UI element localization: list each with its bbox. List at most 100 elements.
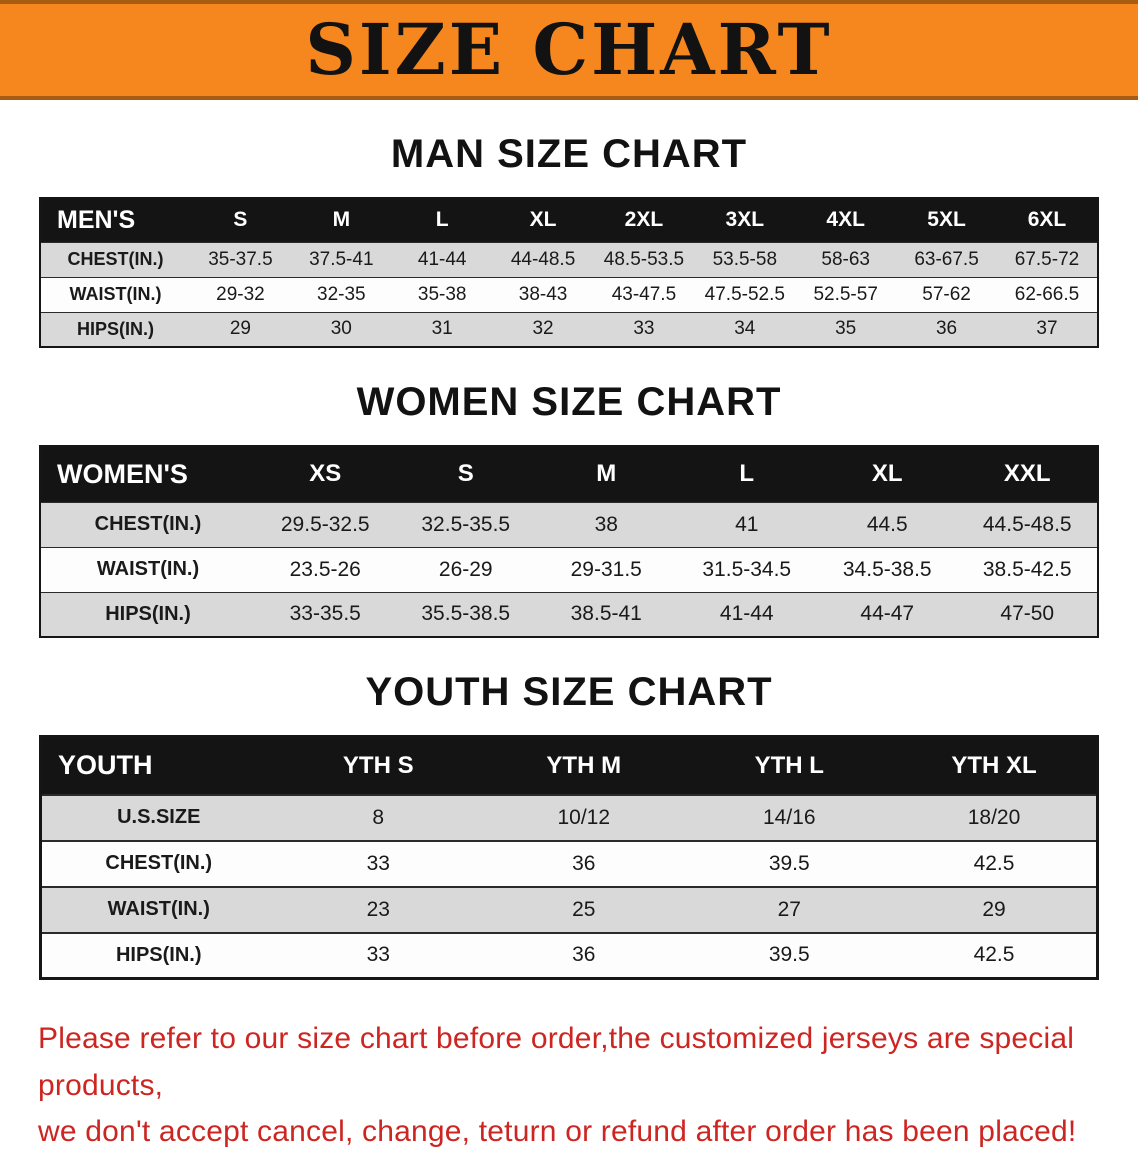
size-value-cell: 42.5 xyxy=(892,931,1098,979)
size-value-cell: 38.5-42.5 xyxy=(957,546,1098,592)
table-row: CHEST(IN.) 35-37.5 37.5-41 41-44 44-48.5 48.5… xyxy=(40,241,1098,277)
size-value-cell: 35 xyxy=(795,311,897,347)
size-value-cell: 44.5-48.5 xyxy=(957,501,1098,547)
size-value-cell: 27 xyxy=(686,885,892,933)
men-section-heading: MAN SIZE CHART xyxy=(390,132,748,176)
footer-note-line1: Please refer to our size chart before or… xyxy=(38,1022,1075,1102)
size-value-cell: 38-43 xyxy=(492,276,594,312)
size-value-cell: 35.5-38.5 xyxy=(395,591,536,637)
size-column-header: 4XL xyxy=(795,198,897,242)
size-value-cell: 52.5-57 xyxy=(795,276,897,312)
size-value-cell: 33 xyxy=(275,839,481,887)
table-row: HIPS(IN.) 29 30 31 32 33 34 35 36 37 xyxy=(40,311,1098,347)
size-value-cell: 36 xyxy=(481,931,687,979)
size-value-cell: 39.5 xyxy=(686,839,892,887)
footer-note: Please refer to our size chart before or… xyxy=(38,1016,1100,1156)
size-value-cell: 23.5-26 xyxy=(255,546,396,592)
measurement-label: HIPS(IN.) xyxy=(40,311,190,347)
measurement-label: HIPS(IN.) xyxy=(40,931,276,979)
table-row: WAIST(IN.) 23.5-26 26-29 29-31.5 31.5-34.5 34… xyxy=(40,546,1098,592)
size-value-cell: 41-44 xyxy=(676,591,817,637)
size-value-cell: 26-29 xyxy=(395,546,536,592)
size-value-cell: 30 xyxy=(290,311,392,347)
size-value-cell: 29-31.5 xyxy=(536,546,677,592)
size-value-cell: 57-62 xyxy=(896,276,997,312)
size-column-header: XL xyxy=(817,446,958,502)
size-value-cell: 43-47.5 xyxy=(593,276,695,312)
size-value-cell: 33 xyxy=(593,311,695,347)
size-value-cell: 37 xyxy=(997,311,1098,347)
banner: SIZE CHART xyxy=(0,0,1138,100)
size-value-cell: 47-50 xyxy=(957,591,1098,637)
table-header-row: YOUTH YTH S YTH M YTH L YTH XL xyxy=(40,736,1098,795)
size-column-header: L xyxy=(391,198,493,242)
size-column-header: L xyxy=(676,446,817,502)
size-column-header: YTH S xyxy=(275,736,481,795)
size-value-cell: 8 xyxy=(275,793,481,841)
size-value-cell: 23 xyxy=(275,885,481,933)
women-size-table: WOMEN'S XS S M L XL XXL CHEST(IN.) 29.5-32.5 32.5… xyxy=(39,445,1099,638)
page-title: SIZE CHART xyxy=(305,8,833,91)
size-column-header: XL xyxy=(492,198,594,242)
size-value-cell: 38 xyxy=(536,501,677,547)
size-value-cell: 42.5 xyxy=(892,839,1098,887)
youth-section-heading: YOUTH SIZE CHART xyxy=(365,670,773,714)
size-column-header: 6XL xyxy=(997,198,1098,242)
size-value-cell: 39.5 xyxy=(686,931,892,979)
size-value-cell: 62-66.5 xyxy=(997,276,1098,312)
size-value-cell: 10/12 xyxy=(481,793,687,841)
size-value-cell: 44-48.5 xyxy=(492,241,594,277)
table-row: U.S.SIZE 8 10/12 14/16 18/20 xyxy=(40,793,1098,841)
size-value-cell: 34 xyxy=(694,311,796,347)
size-value-cell: 32-35 xyxy=(290,276,392,312)
size-value-cell: 38.5-41 xyxy=(536,591,677,637)
size-column-header: S xyxy=(395,446,536,502)
size-value-cell: 48.5-53.5 xyxy=(593,241,695,277)
size-column-header: YTH M xyxy=(481,736,687,795)
table-row: HIPS(IN.) 33 36 39.5 42.5 xyxy=(40,931,1098,979)
size-column-header: 2XL xyxy=(593,198,695,242)
women-size-section: WOMEN SIZE CHART WOMEN'S XS S M L XL XXL CHEST(… xyxy=(0,380,1138,638)
measurement-label: WAIST(IN.) xyxy=(40,276,190,312)
youth-size-table: YOUTH YTH S YTH M YTH L YTH XL U.S.SIZE 8 10/12… xyxy=(39,735,1099,980)
measurement-label: WAIST(IN.) xyxy=(40,546,255,592)
size-column-header: 5XL xyxy=(896,198,997,242)
table-row: WAIST(IN.) 29-32 32-35 35-38 38-43 43-47.5 47.… xyxy=(40,276,1098,312)
size-column-header: YTH L xyxy=(686,736,892,795)
size-column-header: M xyxy=(536,446,677,502)
size-value-cell: 14/16 xyxy=(686,793,892,841)
size-value-cell: 33-35.5 xyxy=(255,591,396,637)
size-column-header: 3XL xyxy=(694,198,796,242)
size-value-cell: 44.5 xyxy=(817,501,958,547)
size-value-cell: 34.5-38.5 xyxy=(817,546,958,592)
size-value-cell: 41 xyxy=(676,501,817,547)
measurement-label: HIPS(IN.) xyxy=(40,591,255,637)
size-value-cell: 31 xyxy=(391,311,493,347)
size-value-cell: 32 xyxy=(492,311,594,347)
size-value-cell: 25 xyxy=(481,885,687,933)
size-value-cell: 29 xyxy=(892,885,1098,933)
size-value-cell: 36 xyxy=(896,311,997,347)
size-value-cell: 36 xyxy=(481,839,687,887)
size-value-cell: 35-38 xyxy=(391,276,493,312)
size-value-cell: 33 xyxy=(275,931,481,979)
measurement-label: WAIST(IN.) xyxy=(40,885,276,933)
size-column-header: XS xyxy=(255,446,396,502)
table-corner-label: MEN'S xyxy=(40,198,190,242)
size-value-cell: 31.5-34.5 xyxy=(676,546,817,592)
size-value-cell: 32.5-35.5 xyxy=(395,501,536,547)
measurement-label: U.S.SIZE xyxy=(40,793,276,841)
youth-size-section: YOUTH SIZE CHART YOUTH YTH S YTH M YTH L YTH… xyxy=(0,670,1138,980)
size-value-cell: 63-67.5 xyxy=(896,241,997,277)
measurement-label: CHEST(IN.) xyxy=(40,839,276,887)
size-value-cell: 37.5-41 xyxy=(290,241,392,277)
size-column-header: XXL xyxy=(957,446,1098,502)
footer-note-line2: we don't accept cancel, change, teturn o… xyxy=(38,1115,1077,1148)
size-value-cell: 53.5-58 xyxy=(694,241,796,277)
size-value-cell: 29 xyxy=(190,311,291,347)
table-row: WAIST(IN.) 23 25 27 29 xyxy=(40,885,1098,933)
table-row: HIPS(IN.) 33-35.5 35.5-38.5 38.5-41 41-44 44-… xyxy=(40,591,1098,637)
size-value-cell: 18/20 xyxy=(892,793,1098,841)
size-value-cell: 29-32 xyxy=(190,276,291,312)
size-value-cell: 35-37.5 xyxy=(190,241,291,277)
